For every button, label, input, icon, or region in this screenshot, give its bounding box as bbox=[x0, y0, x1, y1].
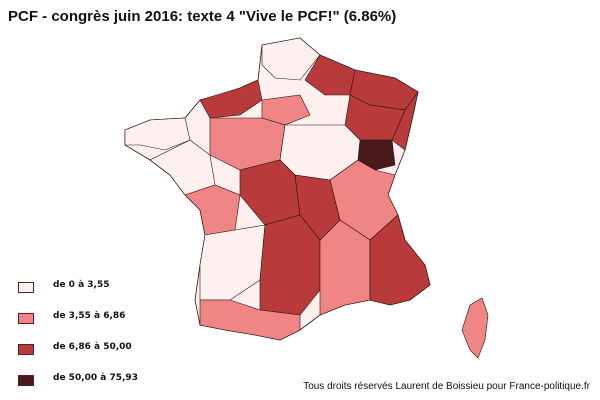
legend-label: de 0 à 3,55 bbox=[53, 280, 110, 290]
legend-label: de 50,00 à 75,93 bbox=[53, 373, 138, 383]
department-regions bbox=[124, 37, 431, 341]
map-title: PCF - congrès juin 2016: texte 4 "Vive l… bbox=[8, 8, 397, 25]
region-languedoc bbox=[319, 219, 371, 316]
region-poitou bbox=[184, 184, 241, 236]
region-idf bbox=[261, 94, 311, 126]
region-paca bbox=[369, 214, 431, 306]
legend-swatch bbox=[18, 313, 34, 324]
region-brittany bbox=[124, 117, 191, 151]
region-pyrenees-south bbox=[199, 299, 301, 341]
legend-swatch bbox=[18, 375, 34, 386]
region-north bbox=[261, 37, 321, 81]
legend-label: de 3,55 à 6,86 bbox=[53, 311, 126, 321]
legend-swatch bbox=[18, 344, 34, 355]
legend-swatch bbox=[18, 282, 34, 293]
credit-text: Tous droits réservés Laurent de Boissieu… bbox=[303, 381, 590, 392]
region-northeast-1 bbox=[304, 54, 356, 96]
region-aquitaine bbox=[199, 224, 266, 301]
legend-label: de 6,86 à 50,00 bbox=[53, 342, 132, 352]
region-midi-pyrenees bbox=[259, 214, 321, 316]
corsica bbox=[461, 297, 489, 359]
